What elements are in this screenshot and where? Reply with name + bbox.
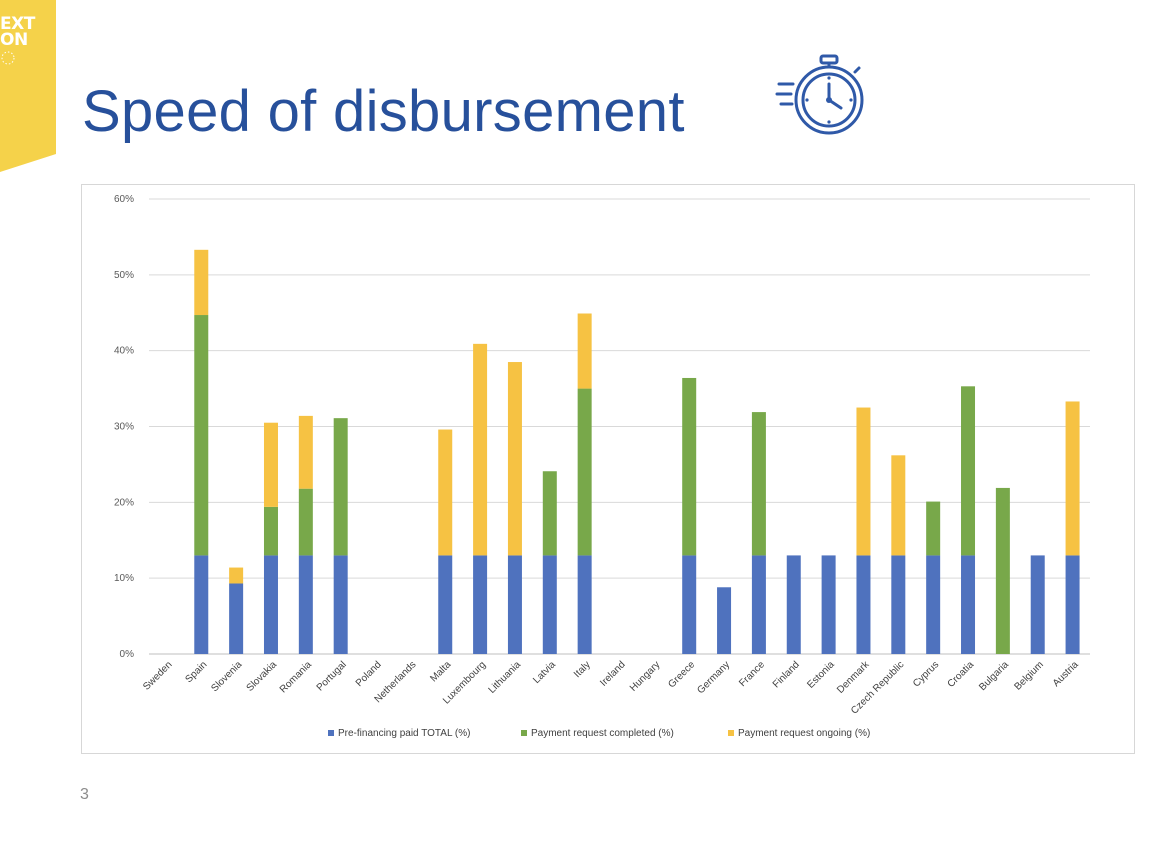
- bar-segment: [1065, 555, 1080, 654]
- x-category-label: Bulgaria: [977, 659, 1011, 693]
- bar-segment: [995, 487, 1010, 654]
- y-tick-label: 50%: [114, 270, 134, 281]
- bar-segment: [891, 555, 906, 654]
- bar-segment: [821, 555, 836, 654]
- y-tick-label: 10%: [114, 573, 134, 584]
- bar-segment: [926, 555, 941, 654]
- bar-segment: [542, 555, 557, 654]
- bar-segment: [473, 555, 488, 654]
- bar-segment: [333, 418, 348, 556]
- x-category-label: Ireland: [598, 659, 627, 688]
- x-category-label: Cyprus: [911, 659, 941, 689]
- bar-segment: [194, 555, 209, 654]
- bar-segment: [577, 388, 592, 556]
- bar-segment: [577, 555, 592, 654]
- y-tick-label: 60%: [114, 194, 134, 205]
- bar-segment: [1030, 555, 1045, 654]
- bar-segment: [473, 343, 488, 556]
- bar-segment: [263, 422, 278, 507]
- legend-label: Pre-financing paid TOTAL (%): [338, 728, 470, 739]
- x-category-label: Finland: [771, 659, 802, 690]
- x-category-label: Greece: [666, 659, 697, 690]
- x-category-label: Slovakia: [245, 659, 280, 694]
- bar-segment: [751, 555, 766, 654]
- bar-segment: [542, 471, 557, 556]
- x-category-label: Germany: [695, 659, 732, 696]
- x-category-label: Portugal: [315, 659, 349, 693]
- bar-segment: [229, 567, 244, 584]
- y-axis-ticks: 0% 10% 20% 30% 40% 50% 60%: [114, 194, 134, 660]
- bar-segment: [961, 555, 976, 654]
- bar-segment: [786, 555, 801, 654]
- bar-segment: [682, 377, 697, 556]
- bar-segment: [961, 386, 976, 556]
- x-category-label: Belgium: [1013, 659, 1046, 692]
- y-tick-label: 30%: [114, 422, 134, 433]
- bar-segment: [1065, 401, 1080, 556]
- logo-background: [0, 0, 56, 172]
- bar-segment: [682, 555, 697, 654]
- bar-segment: [438, 429, 453, 556]
- y-tick-label: 40%: [114, 346, 134, 357]
- x-category-label: France: [737, 659, 767, 689]
- logo-tab: EXT ON: [0, 0, 56, 172]
- legend: Pre-financing paid TOTAL (%) Payment requ…: [328, 728, 870, 739]
- x-category-label: Malta: [428, 659, 453, 684]
- legend-swatch: [328, 730, 334, 736]
- bar-segment: [856, 407, 871, 556]
- legend-swatch: [728, 730, 734, 736]
- bars: [194, 249, 1080, 654]
- bar-segment: [298, 415, 313, 489]
- bar-segment: [333, 555, 348, 654]
- bar-segment: [194, 249, 209, 316]
- x-category-label: Austria: [1051, 659, 1081, 689]
- logo-text: EXT ON: [0, 14, 35, 50]
- y-tick-label: 20%: [114, 497, 134, 508]
- x-category-label: Lithuania: [487, 659, 524, 696]
- bar-segment: [891, 455, 906, 556]
- bar-segment: [438, 555, 453, 654]
- x-category-label: Hungary: [628, 659, 663, 694]
- page-number: 3: [80, 786, 89, 803]
- x-category-label: Latvia: [531, 659, 558, 686]
- x-category-label: Croatia: [946, 659, 977, 690]
- stopwatch-icon: [775, 54, 864, 135]
- bar-segment: [507, 555, 522, 654]
- bar-segment: [194, 315, 209, 556]
- bar-segment: [577, 313, 592, 389]
- x-category-label: Slovenia: [209, 659, 244, 694]
- gridlines: [149, 198, 1090, 655]
- x-category-label: Spain: [184, 659, 210, 685]
- chart-panel: 0% 10% 20% 30% 40% 50% 60% Sweden Spain Slovenia…: [81, 184, 1135, 754]
- legend-label: Payment request completed (%): [531, 728, 674, 739]
- bar-segment: [263, 555, 278, 654]
- y-tick-label: 0%: [120, 649, 135, 660]
- page-title: Speed of disbursement: [82, 79, 685, 144]
- x-category-label: Sweden: [141, 659, 174, 692]
- bar-segment: [751, 412, 766, 556]
- bar-segment: [717, 587, 732, 654]
- bar-segment: [298, 555, 313, 654]
- stacked-bar-chart: 0% 10% 20% 30% 40% 50% 60% Sweden Spain Slovenia…: [114, 194, 1090, 739]
- bar-segment: [926, 501, 941, 556]
- bar-segment: [298, 488, 313, 556]
- bar-segment: [263, 506, 278, 556]
- x-category-label: Estonia: [805, 659, 837, 691]
- bar-segment: [229, 583, 244, 654]
- x-category-label: Poland: [354, 659, 384, 689]
- x-category-label: Italy: [572, 659, 593, 680]
- legend-label: Payment request ongoing (%): [738, 728, 870, 739]
- bar-segment: [856, 555, 871, 654]
- x-category-label: Romania: [278, 659, 314, 695]
- legend-swatch: [521, 730, 527, 736]
- bar-segment: [507, 362, 522, 556]
